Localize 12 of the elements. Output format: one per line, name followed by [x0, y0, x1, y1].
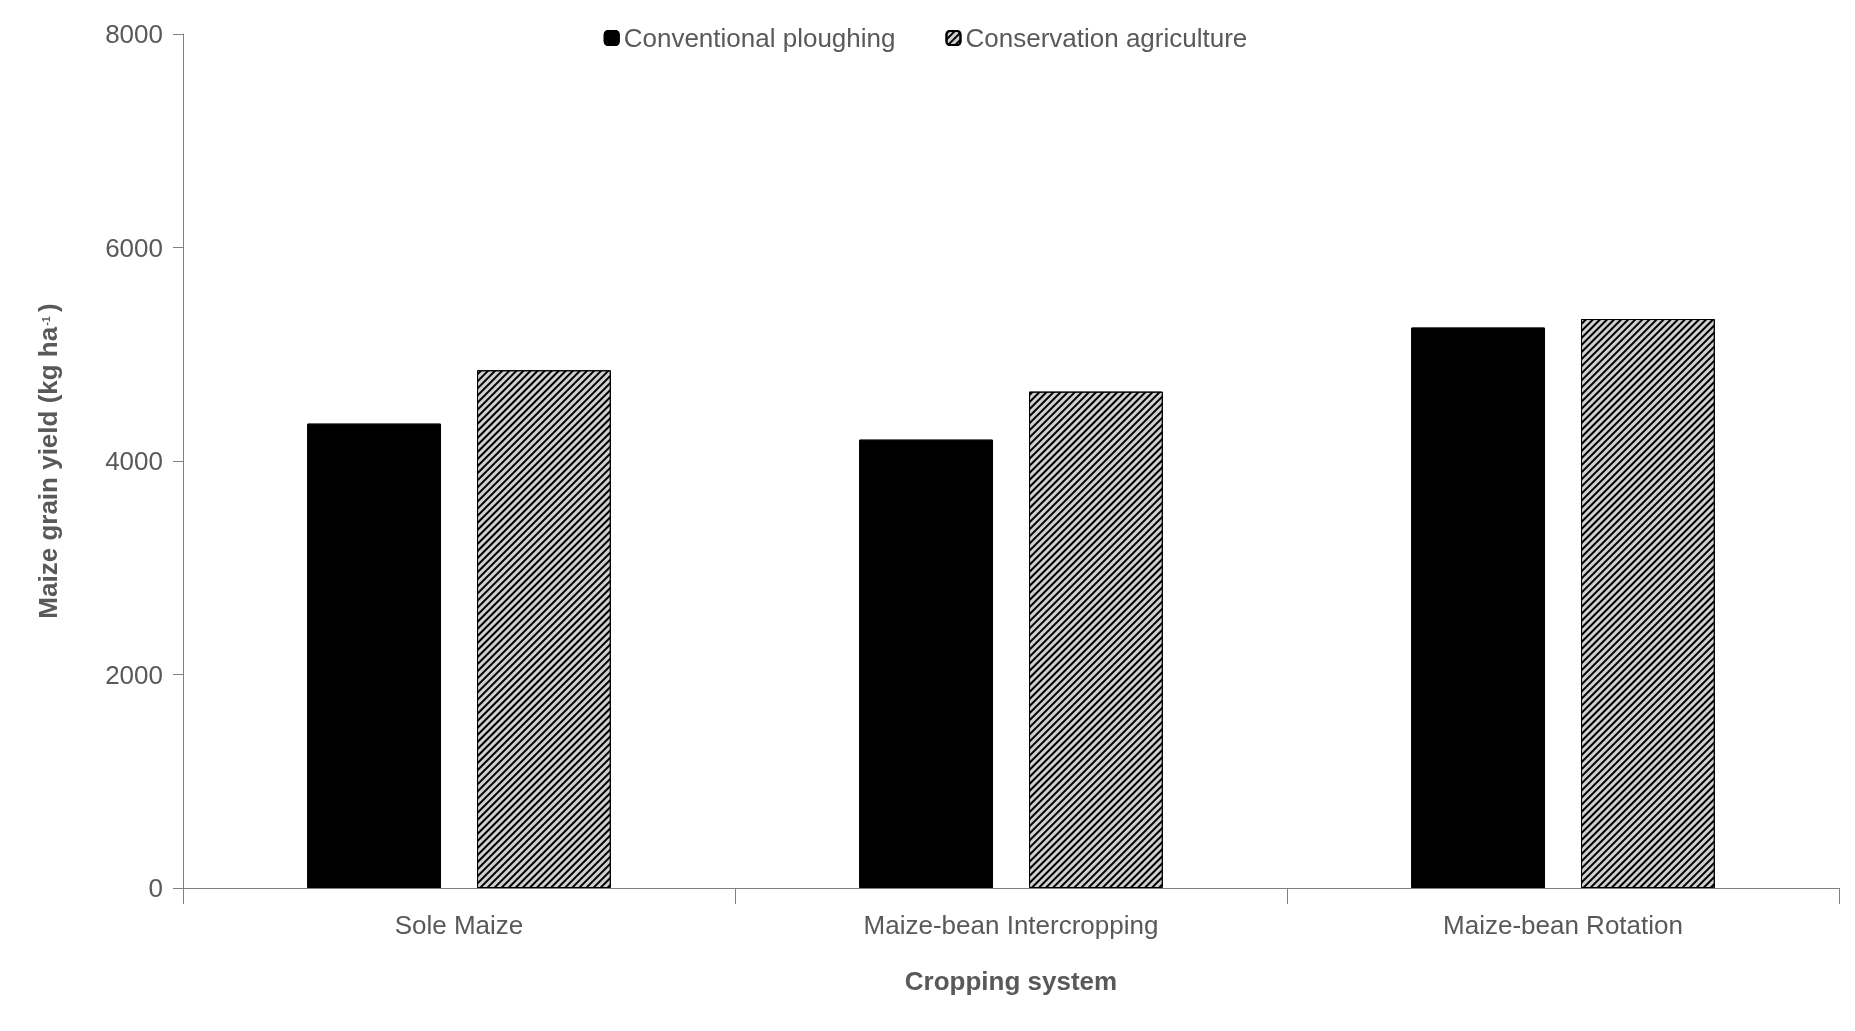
- y-tick-label: 6000: [105, 232, 163, 263]
- y-tick-label: 2000: [105, 659, 163, 690]
- y-tick-label: 8000: [105, 19, 163, 49]
- x-tick-label: Sole Maize: [394, 910, 524, 940]
- y-tick-label: 0: [148, 873, 163, 903]
- y-axis-title: Maize grain yield (kg ha-1): [33, 303, 63, 619]
- x-tick-label: Maize-bean Rotation: [1443, 910, 1683, 940]
- legend-label: Conservation agriculture: [965, 23, 1248, 53]
- y-tick-label: 4000: [105, 446, 163, 476]
- legend-label: Conventional ploughing: [623, 23, 896, 53]
- x-tick-label: Maize-bean Intercropping: [863, 910, 1159, 940]
- x-axis-title: Cropping system: [904, 966, 1118, 996]
